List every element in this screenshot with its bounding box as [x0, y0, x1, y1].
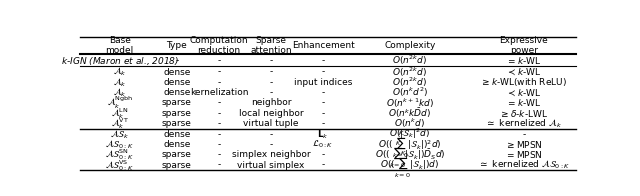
Text: -: -	[217, 68, 221, 77]
Text: Type: Type	[166, 41, 187, 50]
Text: $\mathcal{A}_k^{\rm LN}$: $\mathcal{A}_k^{\rm LN}$	[111, 106, 129, 121]
Text: $\mathcal{A}_k^{\rm VT}$: $\mathcal{A}_k^{\rm VT}$	[111, 116, 129, 131]
Text: Computation
reduction: Computation reduction	[189, 36, 248, 55]
Text: -: -	[217, 78, 221, 87]
Text: $\mathcal{A}_k$: $\mathcal{A}_k$	[113, 86, 127, 99]
Text: dense: dense	[163, 78, 191, 87]
Text: $\mathcal{L}_{0:K}$: $\mathcal{L}_{0:K}$	[312, 139, 334, 150]
Text: -: -	[321, 150, 324, 159]
Text: $\geq k$-WL(with ReLU): $\geq k$-WL(with ReLU)	[481, 76, 568, 88]
Text: $O(n^{2k}d)$: $O(n^{2k}d)$	[392, 65, 428, 79]
Text: -: -	[321, 109, 324, 118]
Text: -: -	[217, 161, 221, 170]
Text: virtual simplex: virtual simplex	[237, 161, 305, 170]
Text: Base
model: Base model	[106, 36, 134, 55]
Text: $\geq \delta$-$k$-LWL: $\geq \delta$-$k$-LWL	[499, 108, 548, 119]
Text: -: -	[321, 119, 324, 128]
Text: $O(n^k d^2)$: $O(n^k d^2)$	[392, 86, 428, 99]
Text: $O(n^{2k}d)$: $O(n^{2k}d)$	[392, 76, 428, 89]
Text: dense: dense	[163, 130, 191, 139]
Text: -: -	[269, 68, 273, 77]
Text: -: -	[321, 88, 324, 97]
Text: -: -	[269, 130, 273, 139]
Text: $O((\sum_{k=0}^{K}|\mathcal{S}_k|)^2 d)$: $O((\sum_{k=0}^{K}|\mathcal{S}_k|)^2 d)$	[378, 130, 442, 160]
Text: -: -	[217, 119, 221, 128]
Text: $\mathcal{A}_k$: $\mathcal{A}_k$	[113, 76, 127, 89]
Text: dense: dense	[163, 140, 191, 149]
Text: $\simeq$ kernelized $\mathcal{A}_k$: $\simeq$ kernelized $\mathcal{A}_k$	[485, 117, 563, 130]
Text: sparse: sparse	[162, 150, 191, 159]
Text: $k$-IGN (Maron et al., 2018): $k$-IGN (Maron et al., 2018)	[61, 55, 179, 67]
Text: sparse: sparse	[162, 161, 191, 170]
Text: $\prec k$-WL: $\prec k$-WL	[506, 87, 541, 98]
Text: -: -	[269, 56, 273, 65]
Text: input indices: input indices	[294, 78, 352, 87]
Text: kernelization: kernelization	[189, 88, 248, 97]
Text: local neighbor: local neighbor	[239, 109, 303, 118]
Text: -: -	[321, 161, 324, 170]
Text: $O(|\mathcal{S}_k|^2 d)$: $O(|\mathcal{S}_k|^2 d)$	[389, 127, 431, 142]
Text: -: -	[217, 130, 221, 139]
Text: -: -	[321, 98, 324, 107]
Text: $\mathbf{L}_k$: $\mathbf{L}_k$	[317, 128, 329, 141]
Text: -: -	[217, 150, 221, 159]
Text: Enhancement: Enhancement	[292, 41, 355, 50]
Text: -: -	[321, 56, 324, 65]
Text: $\mathcal{A}_k$: $\mathcal{A}_k$	[113, 66, 127, 78]
Text: -: -	[175, 56, 179, 65]
Text: $= k$-WL: $= k$-WL	[506, 55, 541, 66]
Text: Complexity: Complexity	[384, 41, 436, 50]
Text: $O((\sum_{k=0}^{K}|\mathcal{S}_k|)\bar{D}_S d)$: $O((\sum_{k=0}^{K}|\mathcal{S}_k|)\bar{D…	[374, 140, 445, 170]
Text: -: -	[217, 140, 221, 149]
Text: dense: dense	[163, 68, 191, 77]
Text: -: -	[321, 68, 324, 77]
Text: $\mathcal{AS}_{0:K}$: $\mathcal{AS}_{0:K}$	[106, 138, 134, 151]
Text: Expressive
power: Expressive power	[500, 36, 548, 55]
Text: -: -	[269, 88, 273, 97]
Text: simplex neighbor: simplex neighbor	[232, 150, 310, 159]
Text: sparse: sparse	[162, 119, 191, 128]
Text: $O(n^{2k}d)$: $O(n^{2k}d)$	[392, 54, 428, 67]
Text: $=$MPSN: $=$MPSN	[505, 149, 543, 160]
Text: -: -	[522, 130, 525, 139]
Text: $\geq$MPSN: $\geq$MPSN	[505, 139, 543, 150]
Text: sparse: sparse	[162, 98, 191, 107]
Text: $\prec k$-WL: $\prec k$-WL	[506, 67, 541, 77]
Text: sparse: sparse	[162, 109, 191, 118]
Text: virtual tuple: virtual tuple	[243, 119, 299, 128]
Text: -: -	[217, 56, 221, 65]
Text: -: -	[217, 109, 221, 118]
Text: $O(n^k d)$: $O(n^k d)$	[394, 117, 426, 130]
Text: dense: dense	[163, 88, 191, 97]
Text: -: -	[269, 140, 273, 149]
Text: neighbor: neighbor	[251, 98, 291, 107]
Text: $\simeq$ kernelized $\mathcal{AS}_{0:K}$: $\simeq$ kernelized $\mathcal{AS}_{0:K}$	[478, 159, 570, 171]
Text: -: -	[269, 78, 273, 87]
Text: -: -	[217, 98, 221, 107]
Text: $= k$-WL: $= k$-WL	[506, 97, 541, 108]
Text: $O(n^{k+1}kd)$: $O(n^{k+1}kd)$	[386, 96, 434, 110]
Text: Sparse
attention: Sparse attention	[250, 36, 292, 55]
Text: $O((\sum_{k=0}^{K}|\mathcal{S}_k|)d)$: $O((\sum_{k=0}^{K}|\mathcal{S}_k|)d)$	[380, 150, 440, 180]
Text: $O(n^k k\bar{D}d)$: $O(n^k k\bar{D}d)$	[388, 106, 431, 120]
Text: $\mathcal{A}_k^{\rm Ngbh}$: $\mathcal{A}_k^{\rm Ngbh}$	[107, 95, 132, 111]
Text: $\mathcal{AS}_k$: $\mathcal{AS}_k$	[110, 128, 129, 141]
Text: $\mathcal{AS}_{0:K}^{\rm VS}$: $\mathcal{AS}_{0:K}^{\rm VS}$	[106, 158, 134, 172]
Text: $\mathcal{AS}_{0:K}^{\rm SN}$: $\mathcal{AS}_{0:K}^{\rm SN}$	[106, 147, 134, 162]
